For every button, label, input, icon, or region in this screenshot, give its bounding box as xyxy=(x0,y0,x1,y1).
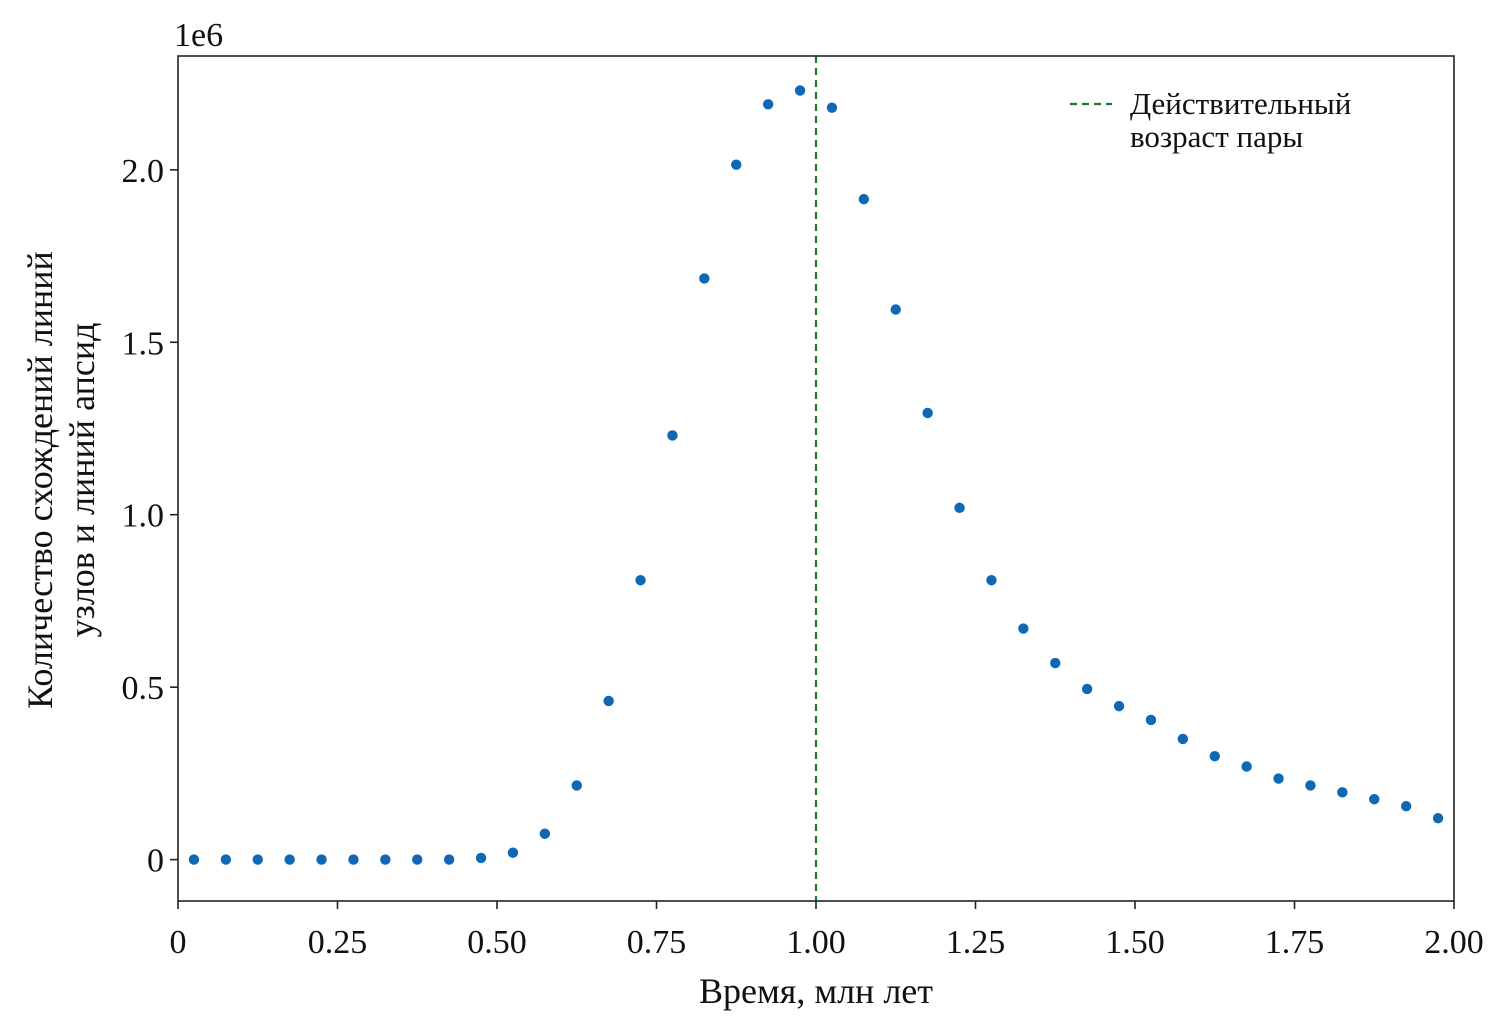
data-point xyxy=(1145,714,1157,726)
data-point xyxy=(220,854,232,865)
data-point xyxy=(1305,780,1316,791)
data-point xyxy=(507,847,519,858)
data-point xyxy=(188,854,200,865)
data-point xyxy=(316,854,327,865)
y-tick-label: 0.5 xyxy=(122,670,165,707)
y-axis-label-line-2: узлов и линий апсид xyxy=(62,323,102,638)
plot-frame xyxy=(177,55,1455,902)
data-point xyxy=(475,852,487,864)
x-tick-label: 0.25 xyxy=(308,924,368,961)
data-point xyxy=(380,854,391,865)
legend: Действительный возраст пары xyxy=(1070,86,1351,154)
data-point xyxy=(1018,623,1029,634)
data-point xyxy=(1369,794,1380,805)
data-point xyxy=(603,695,614,707)
data-point xyxy=(539,828,551,839)
x-tick-label: 0.75 xyxy=(627,924,687,961)
y-axis-label: Количество схождений линий узлов и линий… xyxy=(20,251,102,709)
data-point xyxy=(667,430,678,441)
x-axis-ticks: 0 0.25 0.50 0.75 1.00 1.25 1.50 1.75 2.00 xyxy=(170,901,1484,961)
data-point xyxy=(954,502,965,514)
data-point xyxy=(1050,657,1061,669)
x-tick-label: 2.00 xyxy=(1424,924,1484,961)
x-tick-label: 0.50 xyxy=(467,924,527,961)
data-point xyxy=(635,575,646,586)
data-point xyxy=(1432,813,1444,824)
y-tick-label: 1.5 xyxy=(122,325,165,362)
data-point xyxy=(858,193,870,205)
x-axis-label: Время, млн лет xyxy=(699,971,933,1011)
legend-label-line-1: Действительный xyxy=(1130,86,1351,121)
data-point xyxy=(922,407,933,419)
y-tick-label: 1.0 xyxy=(122,498,165,535)
data-point xyxy=(1177,733,1189,745)
data-point xyxy=(252,854,263,865)
data-point xyxy=(1241,761,1252,772)
data-point xyxy=(1209,750,1220,762)
y-offset-label: 1e6 xyxy=(174,17,223,54)
y-axis-ticks: 0 0.5 1.0 1.5 2.0 xyxy=(122,153,178,880)
data-point xyxy=(412,854,423,865)
data-point xyxy=(826,102,838,113)
x-tick-label: 1.50 xyxy=(1105,924,1165,961)
data-point xyxy=(1273,773,1284,784)
y-tick-label: 0 xyxy=(147,843,164,880)
data-point xyxy=(986,575,997,586)
x-tick-label: 1.00 xyxy=(786,924,846,961)
x-tick-label: 0 xyxy=(170,924,187,961)
data-point xyxy=(443,854,455,865)
data-point xyxy=(731,159,742,170)
data-point xyxy=(762,99,774,110)
x-tick-label: 1.75 xyxy=(1265,924,1325,961)
y-tick-label: 2.0 xyxy=(122,153,165,190)
data-point xyxy=(284,854,295,865)
y-axis-label-line-1: Количество схождений линий xyxy=(20,251,60,709)
data-point xyxy=(1081,683,1093,695)
legend-label-line-2: возраст пары xyxy=(1130,119,1303,154)
data-point xyxy=(794,85,806,96)
data-point xyxy=(348,854,359,865)
data-point xyxy=(699,273,710,284)
x-tick-label: 1.25 xyxy=(946,924,1006,961)
data-point xyxy=(1337,787,1348,798)
data-point xyxy=(1400,800,1412,812)
plot-area xyxy=(188,56,1444,901)
data-point xyxy=(1113,700,1125,712)
data-point xyxy=(571,780,582,791)
data-point xyxy=(890,304,901,315)
